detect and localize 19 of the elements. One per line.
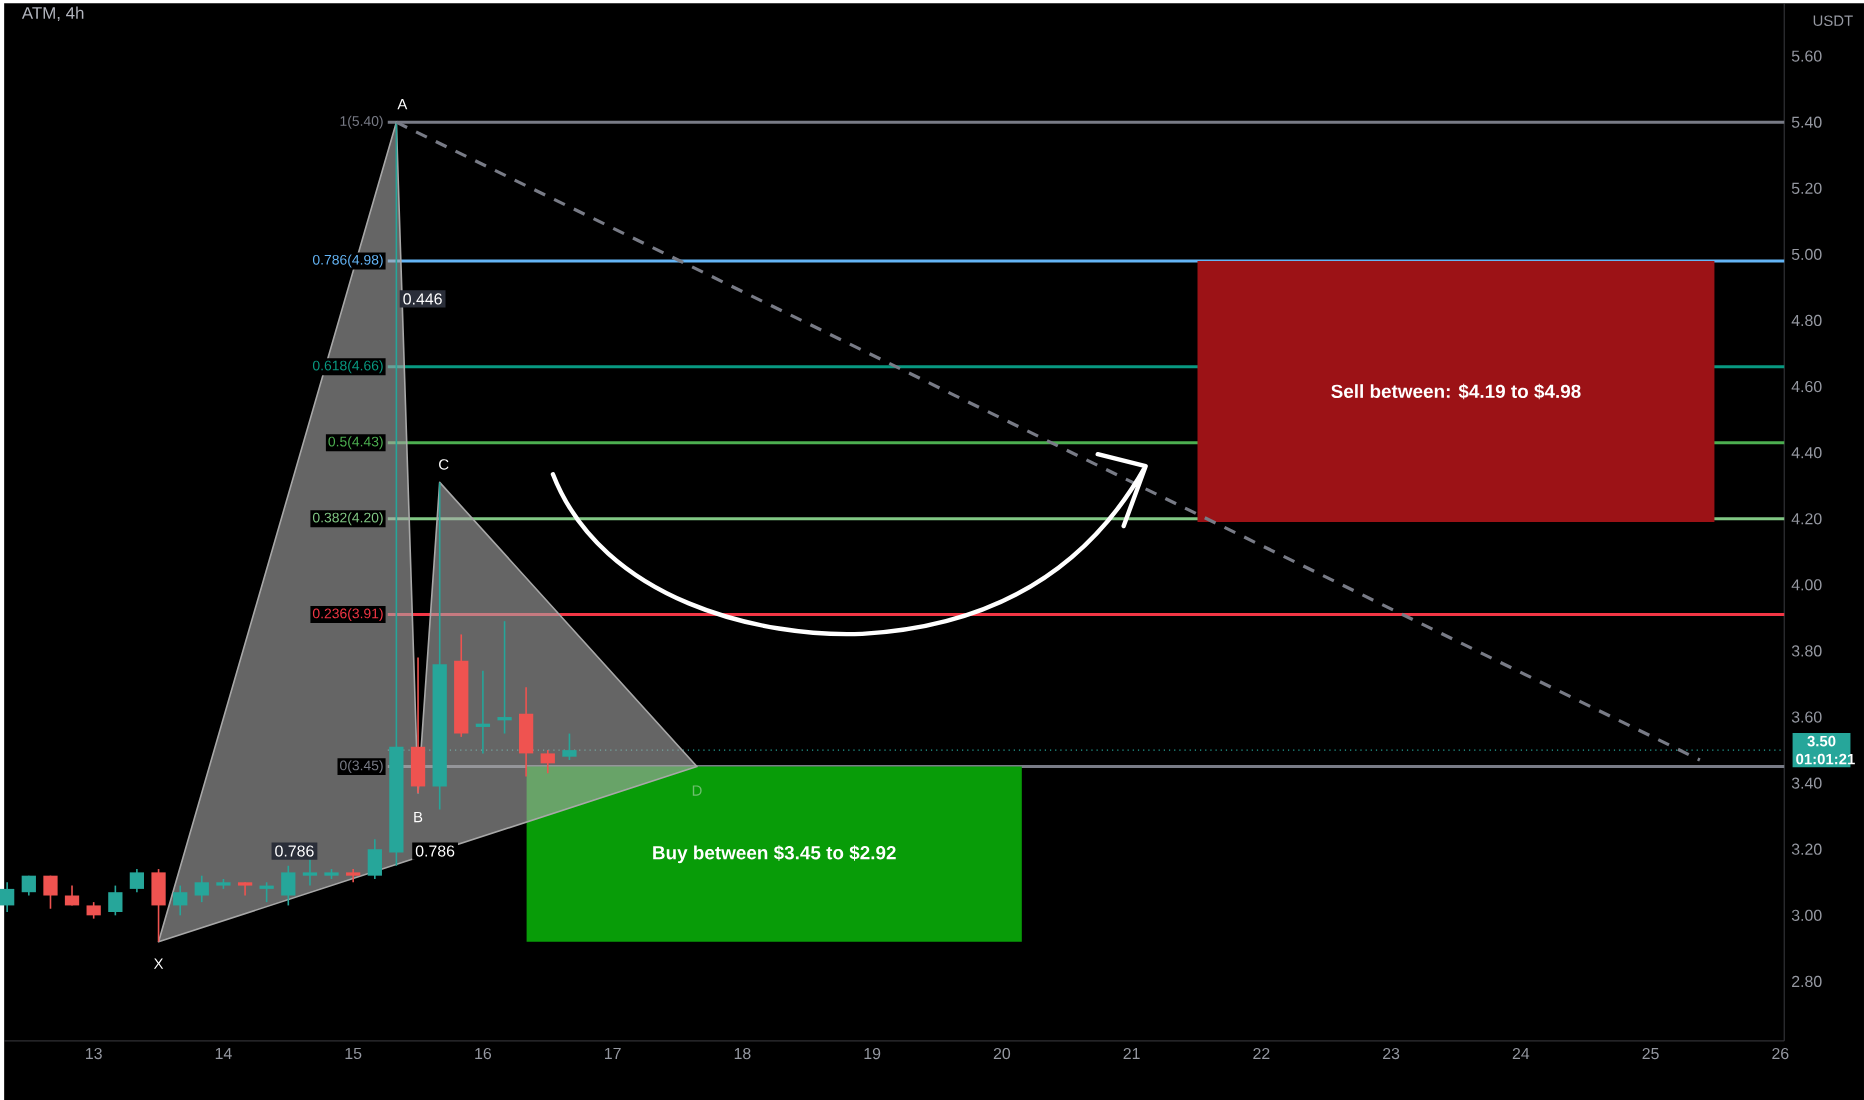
candlestick <box>540 748 555 774</box>
candlestick <box>281 864 296 906</box>
candlestick <box>129 867 145 893</box>
band-label: Sell between: $4.19 to $4.98 <box>1331 383 1581 399</box>
candlestick <box>497 620 512 734</box>
candlestick <box>410 656 426 794</box>
candlestick <box>259 881 274 903</box>
candlestick <box>367 838 382 880</box>
candlestick <box>173 884 188 916</box>
candlestick <box>518 686 534 777</box>
candlestick <box>237 881 253 896</box>
candlestick <box>108 884 123 916</box>
candlestick <box>194 874 209 903</box>
candlestick <box>302 854 318 887</box>
candlestick <box>43 874 58 910</box>
candlestick <box>151 867 166 943</box>
candlestick <box>0 881 15 913</box>
chart-title: ATM, 4h <box>21 6 84 21</box>
band-label: Buy between $3.45 to $2.92 <box>653 844 896 863</box>
